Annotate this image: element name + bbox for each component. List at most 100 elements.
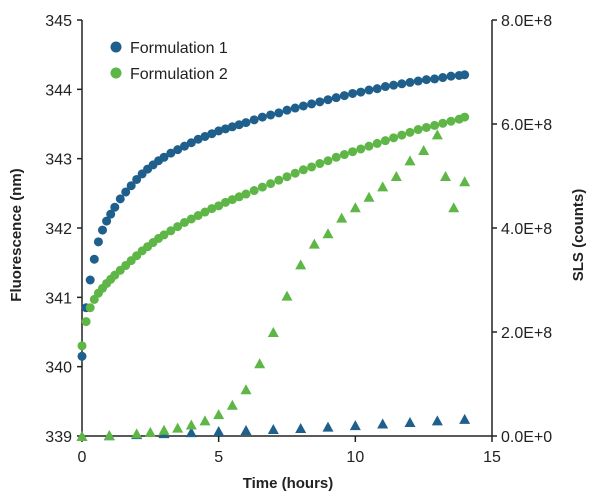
y-left-tick-label: 343 [45,152,72,169]
formulation-2-fluorescence-point [340,150,349,159]
formulation-1-fluorescence-point [422,75,431,84]
formulation-1-fluorescence-point [299,101,308,110]
formulation-2-sls-point [213,409,224,419]
formulation-2-fluorescence-point [373,139,382,148]
formulation-2-fluorescence-point [348,147,357,156]
formulation-1-fluorescence-point [94,237,103,246]
y-left-tick-label: 344 [45,82,72,99]
formulation-2-fluorescence-point [315,159,324,168]
formulation-1-fluorescence-point [266,110,275,119]
x-tick-label: 0 [78,449,87,466]
formulation-2-fluorescence-point [422,123,431,132]
data-marks [77,70,471,441]
formulation-1-fluorescence-point [397,79,406,88]
formulation-2-fluorescence-point [291,169,300,178]
formulation-2-fluorescence-point [430,121,439,130]
formulation-2-sls-point [254,358,265,368]
formulation-1-sls-point [405,417,416,427]
y-axis-right-label: SLS (counts) [570,189,587,282]
formulation-2-fluorescence-point [406,128,415,137]
formulation-1-fluorescence-point [283,106,292,115]
formulation-1-fluorescence-point [340,91,349,100]
y-left-tick-label: 340 [45,360,72,377]
formulation-2-fluorescence-point [356,144,365,153]
y-right-tick-label: 0.0E+0 [501,429,552,446]
formulation-1-fluorescence-point [78,352,87,361]
y-right-tick-label: 2.0E+8 [501,325,552,342]
formulation-2-fluorescence-point [389,133,398,142]
formulation-2-fluorescence-point [242,190,251,199]
formulation-2-fluorescence-point [365,142,374,151]
formulation-2-sls-point [440,171,451,181]
formulation-2-sls-point [186,420,197,430]
formulation-1-fluorescence-point [258,113,267,122]
legend-marker-formulation-1 [111,42,122,53]
formulation-1-fluorescence-point [86,276,95,285]
formulation-1-fluorescence-point [242,118,251,127]
formulation-2-sls-point [323,228,334,238]
formulation-2-fluorescence-point [307,162,316,171]
formulation-2-sls-point [309,239,320,249]
formulation-2-sls-point [459,176,470,186]
formulation-1-fluorescence-point [110,203,119,212]
formulation-2-sls-point [159,425,170,435]
formulation-2-sls-point [350,202,361,212]
y-right-tick-label: 4.0E+8 [501,221,552,238]
formulation-2-sls-point [336,213,347,223]
x-tick-label: 5 [214,449,223,466]
y-left-tick-label: 345 [45,13,72,30]
formulation-1-sls-point [432,415,443,425]
formulation-1-fluorescence-point [414,77,423,86]
formulation-2-fluorescence-point [86,303,95,312]
formulation-1-sls-point [268,424,279,434]
formulation-1-fluorescence-point [430,74,439,83]
formulation-2-fluorescence-point [324,156,333,165]
x-tick-label: 10 [346,449,364,466]
formulation-1-fluorescence-point [438,73,447,82]
formulation-2-sls-point [364,192,375,202]
formulation-2-fluorescence-point [381,136,390,145]
formulation-2-fluorescence-point [250,186,259,195]
formulation-1-fluorescence-point [348,89,357,98]
formulation-2-fluorescence-point [397,131,406,140]
formulation-2-fluorescence-point [283,172,292,181]
formulation-2-sls-point [448,202,459,212]
formulation-1-fluorescence-point [447,72,456,81]
formulation-1-fluorescence-point [324,95,333,104]
formulation-2-sls-point [405,155,416,165]
formulation-1-sls-point [377,419,388,429]
formulation-1-fluorescence-point [332,93,341,102]
formulation-2-fluorescence-point [332,153,341,162]
formulation-1-fluorescence-point [373,84,382,93]
formulation-1-fluorescence-point [381,82,390,91]
formulation-2-sls-point [432,129,443,139]
formulation-1-sls-point [459,414,470,424]
y-axis-left-label: Fluorescence (nm) [8,168,25,301]
formulation-2-sls-point [418,145,429,155]
formulation-1-sls-point [323,422,334,432]
formulation-2-sls-point [268,327,279,337]
formulation-1-fluorescence-point [315,97,324,106]
formulation-2-sls-point [241,384,252,394]
formulation-2-sls-point [295,259,306,269]
formulation-1-fluorescence-point [389,81,398,90]
x-axis-label: Time (hours) [243,475,334,492]
formulation-2-sls-point [145,427,156,437]
formulation-2-sls-point [391,171,402,181]
formulation-2-sls-point [104,430,115,440]
formulation-1-fluorescence-point [98,226,107,235]
formulation-2-sls-point [377,181,388,191]
formulation-2-fluorescence-point [274,176,283,185]
formulation-1-fluorescence-point [460,70,469,79]
y-left-tick-label: 339 [45,429,72,446]
formulation-1-fluorescence-point [307,99,316,108]
formulation-1-sls-point [295,423,306,433]
formulation-1-fluorescence-point [365,86,374,95]
formulation-2-fluorescence-point [438,119,447,128]
formulation-1-sls-point [241,425,252,435]
formulation-2-fluorescence-point [460,113,469,122]
legend-label-formulation-1: Formulation 1 [130,40,228,57]
y-right-tick-label: 6.0E+8 [501,117,552,134]
formulation-1-fluorescence-point [250,115,259,124]
